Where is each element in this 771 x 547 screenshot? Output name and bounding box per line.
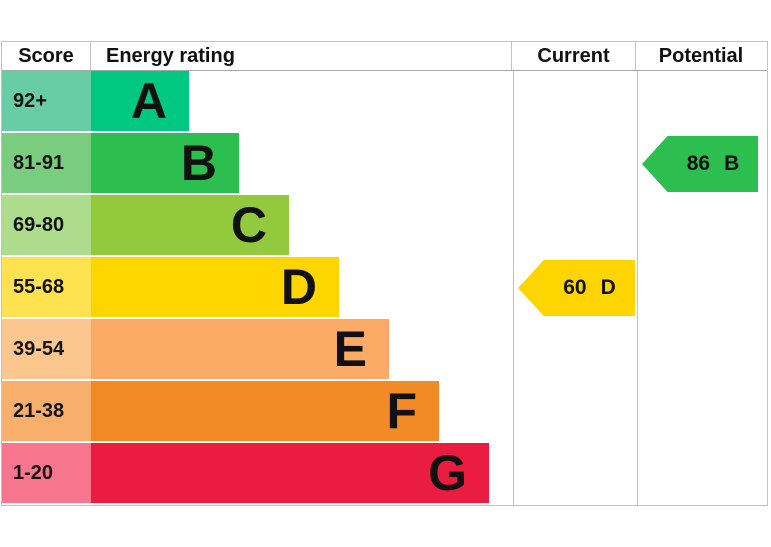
band-bar-c: C — [91, 195, 289, 255]
chart-body: 92+ A 81-91 B 69-80 C 55-68 D 39-54 E 21… — [2, 71, 767, 505]
band-letter-b: B — [180, 135, 217, 191]
band-letter-a: A — [130, 73, 167, 129]
band-letter-c: C — [230, 197, 267, 253]
band-letter-f: F — [386, 383, 417, 439]
score-range-d-label: 55-68 — [13, 275, 65, 298]
band-bar-f: F — [91, 381, 439, 441]
band-row-a: 92+ A — [2, 71, 767, 133]
score-range-g: 1-20 — [2, 443, 91, 503]
current-rating-arrow: 60 D — [518, 260, 635, 316]
potential-rating-band: B — [724, 152, 740, 175]
header-score-label: Score — [18, 44, 74, 67]
potential-rating-value: 86 — [686, 152, 711, 175]
band-bar-g: G — [91, 443, 489, 503]
score-range-e-label: 39-54 — [13, 337, 65, 360]
band-row-g: 1-20 G — [2, 443, 767, 505]
score-range-b: 81-91 — [2, 133, 91, 193]
score-range-b-label: 81-91 — [13, 151, 65, 174]
score-range-a: 92+ — [2, 71, 91, 131]
current-rating-band: D — [600, 276, 616, 299]
current-column-divider — [513, 71, 514, 505]
score-range-e: 39-54 — [2, 319, 91, 379]
header-current: Current — [512, 42, 636, 70]
band-row-b: 81-91 B — [2, 133, 767, 195]
epc-rating-chart: Score Energy rating Current Potential 92… — [1, 41, 768, 506]
band-bar-e: E — [91, 319, 389, 379]
score-range-c-label: 69-80 — [13, 213, 65, 236]
header-energy-rating: Energy rating — [91, 42, 512, 70]
score-range-c: 69-80 — [2, 195, 91, 255]
chart-header-row: Score Energy rating Current Potential — [2, 42, 767, 71]
band-row-d: 55-68 D — [2, 257, 767, 319]
header-energy-rating-label: Energy rating — [106, 44, 235, 67]
score-range-f-label: 21-38 — [13, 399, 65, 422]
score-range-g-label: 1-20 — [13, 461, 54, 484]
header-potential: Potential — [636, 42, 766, 70]
band-bar-d: D — [91, 257, 339, 317]
band-row-c: 69-80 C — [2, 195, 767, 257]
band-letter-e: E — [333, 321, 367, 377]
score-range-f: 21-38 — [2, 381, 91, 441]
current-rating-value: 60 — [563, 276, 587, 299]
header-score: Score — [2, 42, 91, 70]
header-potential-label: Potential — [658, 44, 744, 67]
band-letter-g: G — [428, 445, 467, 501]
band-row-e: 39-54 E — [2, 319, 767, 381]
potential-rating-arrow: 86 B — [642, 136, 758, 192]
score-range-d: 55-68 — [2, 257, 91, 317]
band-row-f: 21-38 F — [2, 381, 767, 443]
score-range-a-label: 92+ — [13, 89, 47, 112]
band-bar-b: B — [91, 133, 239, 193]
band-bar-a: A — [91, 71, 189, 131]
potential-column-divider — [637, 71, 638, 505]
header-current-label: Current — [537, 44, 610, 67]
band-letter-d: D — [280, 259, 317, 315]
